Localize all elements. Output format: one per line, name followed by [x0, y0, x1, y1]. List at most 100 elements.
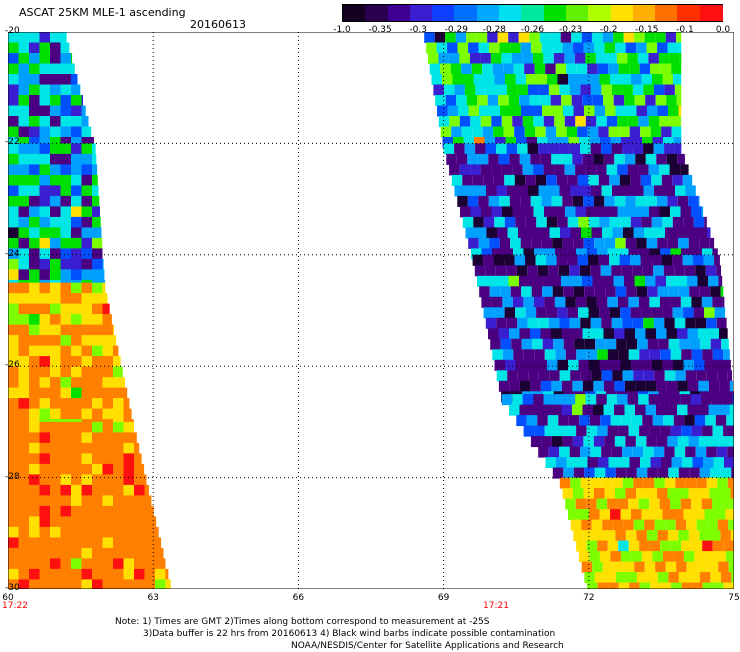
swath-cell: [613, 520, 624, 531]
swath-cell: [40, 259, 51, 270]
swath-cell: [602, 520, 613, 531]
swath-cell: [495, 74, 506, 85]
swath-cell: [50, 495, 61, 506]
swath-cell: [542, 286, 553, 297]
swath-cell: [544, 206, 555, 217]
swath-cell: [471, 206, 482, 217]
swath-cell: [599, 307, 610, 318]
swath-cell: [586, 116, 597, 127]
swath-cell: [82, 506, 93, 517]
swath-cell: [551, 95, 562, 106]
swath-cell: [695, 415, 706, 426]
swath-cell: [92, 377, 103, 388]
swath-cell: [501, 339, 512, 350]
swath-cell: [658, 468, 669, 479]
swath-cell: [639, 349, 650, 360]
swath-cell: [29, 32, 40, 43]
swath-cell: [706, 265, 717, 276]
swath-cell: [665, 478, 676, 489]
swath-cell: [82, 227, 93, 238]
swath-cell: [124, 398, 130, 409]
swath-cell: [426, 43, 437, 54]
swath-cell: [596, 53, 607, 64]
swath-cell: [662, 307, 673, 318]
swath-cell: [724, 457, 734, 468]
swath-cell: [577, 64, 588, 75]
swath-cell: [677, 405, 688, 416]
swath-cell: [473, 255, 484, 266]
swath-cell: [696, 478, 707, 489]
swath-cell: [551, 405, 562, 416]
swath-cell: [606, 339, 617, 350]
swath-cell: [134, 495, 145, 506]
swath-cell: [654, 478, 665, 489]
swath-cell: [699, 436, 710, 447]
swath-cell: [717, 370, 728, 381]
swath-cell: [71, 558, 82, 569]
swath-cell: [719, 328, 728, 339]
swath-cell: [657, 530, 668, 541]
swath-cell: [575, 164, 586, 175]
swath-cell: [652, 509, 663, 520]
swath-cell: [486, 143, 497, 154]
swath-cell: [626, 43, 637, 54]
swath-cell: [480, 53, 491, 64]
swath-cell: [640, 64, 651, 75]
swath-cell: [586, 164, 597, 175]
swath-cell: [449, 164, 460, 175]
swath-cell: [465, 143, 476, 154]
swath-cell: [653, 415, 664, 426]
swath-cell: [50, 293, 61, 304]
swath-cell: [631, 551, 642, 562]
swath-cell: [556, 457, 567, 468]
swath-cell: [678, 488, 689, 499]
swath-cell: [29, 106, 40, 117]
swath-cell: [40, 185, 51, 196]
swath-cell: [479, 286, 490, 297]
swath-cell: [552, 43, 563, 54]
swath-cell: [92, 175, 98, 186]
swath-cell: [615, 43, 626, 54]
colorbar-segment: [611, 5, 634, 21]
x-tick-label: 66: [293, 593, 304, 603]
swath-cell: [8, 95, 19, 106]
swath-cell: [509, 95, 520, 106]
swath-cell: [468, 43, 479, 54]
swath-cell: [694, 360, 705, 371]
swath-cell: [717, 318, 727, 329]
product-title: ASCAT 25KM MLE-1 ascending: [19, 6, 186, 19]
colorbar-segment: [477, 5, 500, 21]
swath-cell: [61, 453, 72, 464]
swath-cell: [675, 370, 686, 381]
swath-cell: [514, 127, 525, 138]
swath-cell: [535, 64, 546, 75]
swath-cell: [124, 516, 135, 527]
swath-cell: [8, 106, 19, 117]
swath-cell: [623, 370, 634, 381]
swath-cell: [625, 405, 636, 416]
swath-cell: [655, 32, 666, 43]
swath-cell: [492, 349, 503, 360]
swath-cell: [518, 227, 529, 238]
swath-cell: [609, 255, 620, 266]
swath-cell: [644, 227, 655, 238]
swath-cell: [19, 32, 30, 43]
swath-cell: [570, 478, 581, 489]
swath-cell: [493, 64, 504, 75]
colorbar-segment: [432, 5, 455, 21]
swath-cell: [103, 474, 114, 485]
swath-cell: [113, 516, 124, 527]
swath-cell: [19, 143, 30, 154]
swath-cell: [643, 265, 654, 276]
swath-cell: [554, 394, 565, 405]
swath-cell: [61, 64, 72, 75]
swath-cell: [626, 286, 637, 297]
swath-cell: [610, 360, 621, 371]
swath-cell: [134, 579, 145, 589]
swath-cell: [29, 516, 40, 527]
swath-cell: [50, 238, 61, 249]
swath-cell: [638, 53, 649, 64]
swath-cell: [145, 474, 147, 485]
swath-cell: [71, 325, 82, 336]
swath-cell: [19, 537, 30, 548]
